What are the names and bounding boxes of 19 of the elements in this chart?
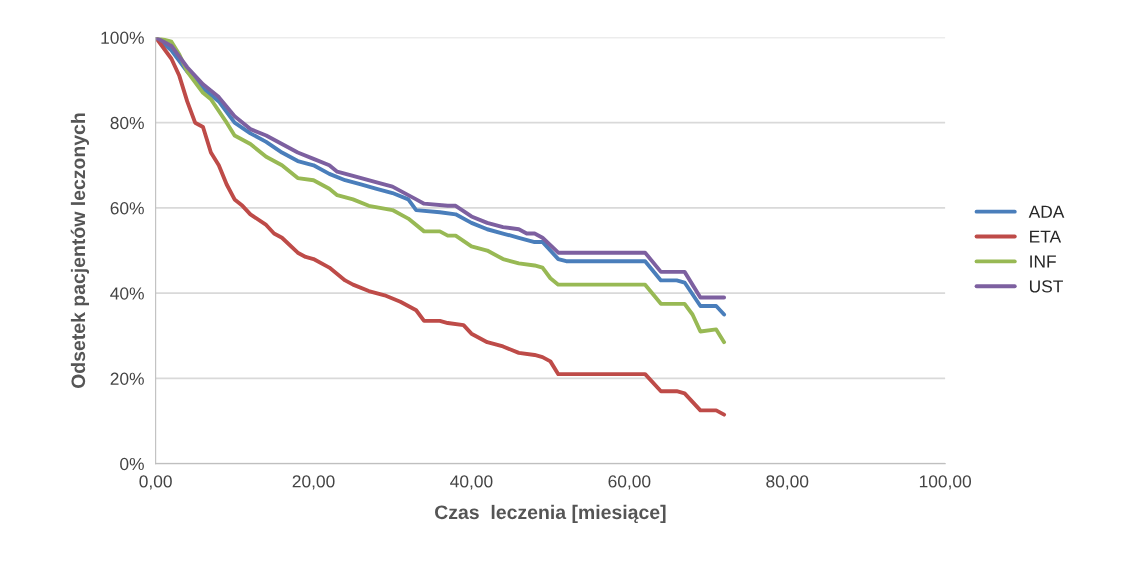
y-tick-label: 100%	[101, 31, 144, 44]
x-axis-title: Czas leczenia [miesiące]	[435, 504, 666, 523]
y-tick-label: 0%	[120, 457, 144, 471]
line-series	[155, 37, 727, 417]
x-tick-label: 60,00	[608, 475, 651, 490]
legend-label: ETA	[1030, 230, 1062, 243]
x-tick-label: 80,00	[766, 475, 809, 490]
x-tick-label: 0,00	[139, 475, 172, 490]
legend-label: INF	[1030, 255, 1056, 268]
x-tick-label: 20,00	[292, 475, 335, 490]
y-tick-label: 60%	[110, 202, 144, 215]
y-axis-title: Odsetek pacjentów leczonych	[70, 113, 90, 389]
y-tick-label: 20%	[110, 372, 144, 385]
x-tick-label: 100,00	[919, 475, 972, 490]
x-tick-label: 40,00	[450, 475, 493, 490]
legend-label: UST	[1029, 280, 1063, 293]
y-tick-label: 80%	[110, 116, 144, 130]
legend-label: ADA	[1028, 205, 1065, 218]
y-tick-label: 40%	[110, 287, 144, 300]
